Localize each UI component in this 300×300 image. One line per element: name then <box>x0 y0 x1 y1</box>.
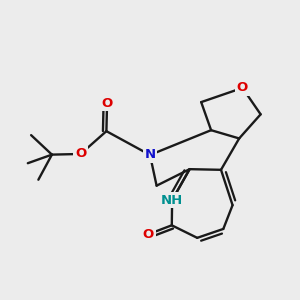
Text: N: N <box>144 148 156 161</box>
Text: O: O <box>143 228 154 241</box>
Text: O: O <box>237 81 248 94</box>
Text: O: O <box>75 148 86 160</box>
Text: O: O <box>101 97 113 110</box>
Text: NH: NH <box>161 194 183 207</box>
